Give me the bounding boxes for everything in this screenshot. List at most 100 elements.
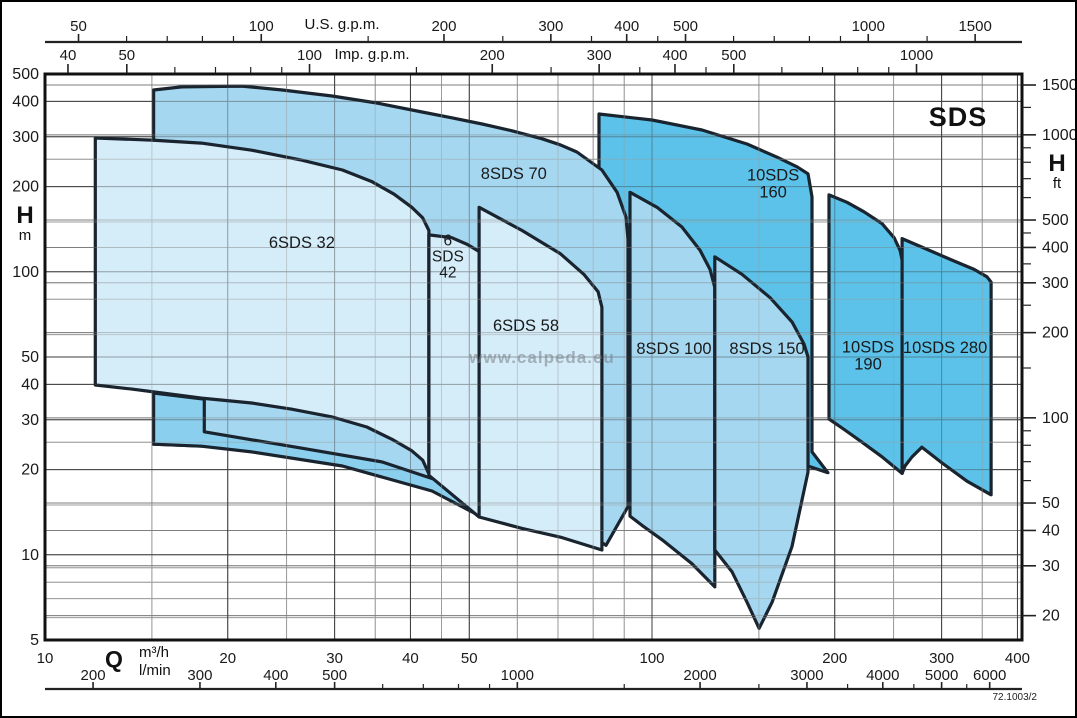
tick-label-q-m3h: 10 xyxy=(37,650,54,667)
region-6sds-58 xyxy=(477,205,604,552)
right-axis-symbol: H xyxy=(1048,150,1066,177)
tick-label-imp-gpm: 100 xyxy=(297,47,322,64)
tick-label-h-m: 30 xyxy=(21,412,39,429)
tick-label-h-ft: 20 xyxy=(1042,608,1060,625)
tick-label-q-m3h: 200 xyxy=(822,650,847,667)
chart-title: SDS xyxy=(928,102,988,132)
left-axis-symbol: H xyxy=(16,202,34,229)
region-label-10sds-190: 10SDS xyxy=(842,339,894,357)
tick-label-h-m: 100 xyxy=(12,264,39,281)
tick-label-h-ft: 500 xyxy=(1042,212,1069,229)
pump-regions xyxy=(93,84,993,630)
tick-label-us-gpm: 400 xyxy=(614,18,639,35)
tick-label-h-ft: 100 xyxy=(1042,410,1069,427)
region-label-6sds-42: 42 xyxy=(439,265,456,282)
tick-label-q-lmin: 500 xyxy=(322,667,347,684)
tick-label-q-lmin: 6000 xyxy=(973,667,1006,684)
tick-label-us-gpm: 100 xyxy=(249,18,274,35)
bottom-axis-unit-m3h: m³/h xyxy=(139,644,169,661)
tick-label-q-lmin: 300 xyxy=(187,667,212,684)
tick-label-q-m3h: 50 xyxy=(461,650,478,667)
tick-label-h-m: 400 xyxy=(12,93,39,110)
tick-label-h-ft: 200 xyxy=(1042,325,1069,342)
tick-label-q-lmin: 400 xyxy=(263,667,288,684)
tick-label-us-gpm: 1500 xyxy=(958,18,991,35)
tick-label-q-m3h: 20 xyxy=(219,650,236,667)
tick-label-imp-gpm: 500 xyxy=(721,47,746,64)
axis-top-imp: 40 50 100 200 300 400 500 1000 xyxy=(60,47,933,73)
tick-label-h-ft: 30 xyxy=(1042,558,1060,575)
tick-label-h-m: 40 xyxy=(21,376,39,393)
tick-label-h-m: 500 xyxy=(12,66,39,83)
region-label-10sds-190: 190 xyxy=(854,356,882,374)
tick-label-us-gpm: 300 xyxy=(538,18,563,35)
tick-label-us-gpm: 50 xyxy=(70,18,87,35)
tick-label-h-ft: 400 xyxy=(1042,239,1069,256)
tick-label-us-gpm: 1000 xyxy=(852,18,885,35)
region-8sds-100 xyxy=(628,190,717,589)
region-label-10sds-160: 10SDS xyxy=(747,166,799,184)
tick-label-q-lmin: 5000 xyxy=(925,667,958,684)
tick-label-imp-gpm: 200 xyxy=(480,47,505,64)
tick-label-imp-gpm: 1000 xyxy=(900,47,933,64)
region-label-6sds-32: 6SDS 32 xyxy=(269,234,335,252)
tick-label-us-gpm: 200 xyxy=(431,18,456,35)
tick-label-imp-gpm: 300 xyxy=(587,47,612,64)
region-label-6sds-58: 6SDS 58 xyxy=(493,317,559,335)
bottom-axis-units: m³/h l/min xyxy=(139,644,171,680)
tick-label-q-lmin: 2000 xyxy=(683,667,716,684)
watermark: www.calpeda.eu xyxy=(469,348,615,367)
tick-label-imp-gpm: 400 xyxy=(662,47,687,64)
tick-label-h-m: 200 xyxy=(12,179,39,196)
tick-label-h-ft: 300 xyxy=(1042,275,1069,292)
tick-label-us-gpm: 500 xyxy=(673,18,698,35)
right-axis-title: H ft xyxy=(1040,152,1074,192)
region-label-6sds-42: 6 xyxy=(444,233,453,250)
region-8sds-150 xyxy=(713,255,810,630)
tick-label-h-m: 20 xyxy=(21,462,39,479)
tick-label-h-m: 300 xyxy=(12,129,39,146)
tick-label-q-lmin: 3000 xyxy=(790,667,823,684)
tick-label-imp-gpm: 50 xyxy=(118,47,135,64)
bottom-axis-symbol: Q xyxy=(105,646,123,672)
axis-bottom-m3h: 10 20 30 40 50 100 200 300 400 xyxy=(37,650,1030,667)
right-axis-unit: ft xyxy=(1052,175,1062,192)
region-label-6sds-42: SDS xyxy=(432,249,464,266)
tick-label-h-ft: 40 xyxy=(1042,522,1060,539)
left-axis-title: H m xyxy=(8,204,42,244)
region-label-8sds-70: 8SDS 70 xyxy=(481,165,547,183)
top-axis-us-gpm-label: U.S. g.p.m. xyxy=(304,16,380,33)
grid-overlay xyxy=(44,73,1022,640)
region-label-10sds-280: 10SDS 280 xyxy=(903,339,987,357)
region-label-8sds-100: 8SDS 100 xyxy=(636,340,711,358)
region-label-10sds-160: 160 xyxy=(759,183,787,201)
axis-left-m: 500 400 300 200 100 50 40 30 20 10 5 xyxy=(12,66,39,649)
tick-label-q-m3h: 300 xyxy=(929,650,954,667)
bottom-axis-unit-lmin: l/min xyxy=(139,662,171,679)
tick-label-q-lmin: 4000 xyxy=(866,667,899,684)
left-axis-unit: m xyxy=(18,227,32,244)
tick-label-h-m: 5 xyxy=(30,632,39,649)
axis-right-ft: 1500 1000 500 400 300 200 100 50 40 30 20 xyxy=(1022,77,1077,625)
region-10sds-280 xyxy=(900,237,993,497)
tick-label-q-lmin: 1000 xyxy=(501,667,534,684)
axis-top-us: 50 100 200 300 400 500 1000 1500 xyxy=(45,18,1022,44)
tick-label-imp-gpm: 40 xyxy=(60,47,77,64)
tick-label-h-m: 10 xyxy=(21,547,39,564)
tick-label-h-m: 50 xyxy=(21,349,39,366)
tick-label-h-ft: 50 xyxy=(1042,495,1060,512)
tick-label-h-ft: 1500 xyxy=(1042,77,1077,94)
region-6sds-32 xyxy=(93,136,431,476)
plot-frame xyxy=(43,72,1024,642)
tick-label-q-m3h: 100 xyxy=(639,650,664,667)
tick-label-q-m3h: 40 xyxy=(402,650,419,667)
region-label-8sds-150: 8SDS 150 xyxy=(729,340,804,358)
drawing-reference: 72.1003/2 xyxy=(992,692,1038,703)
tick-label-q-m3h: 30 xyxy=(326,650,343,667)
tick-label-h-ft: 1000 xyxy=(1042,127,1077,144)
tick-label-q-lmin: 200 xyxy=(81,667,106,684)
axis-bottom-lmin: 200 300 400 500 1000 2000 3000 4000 5000 6000 xyxy=(45,667,1022,691)
